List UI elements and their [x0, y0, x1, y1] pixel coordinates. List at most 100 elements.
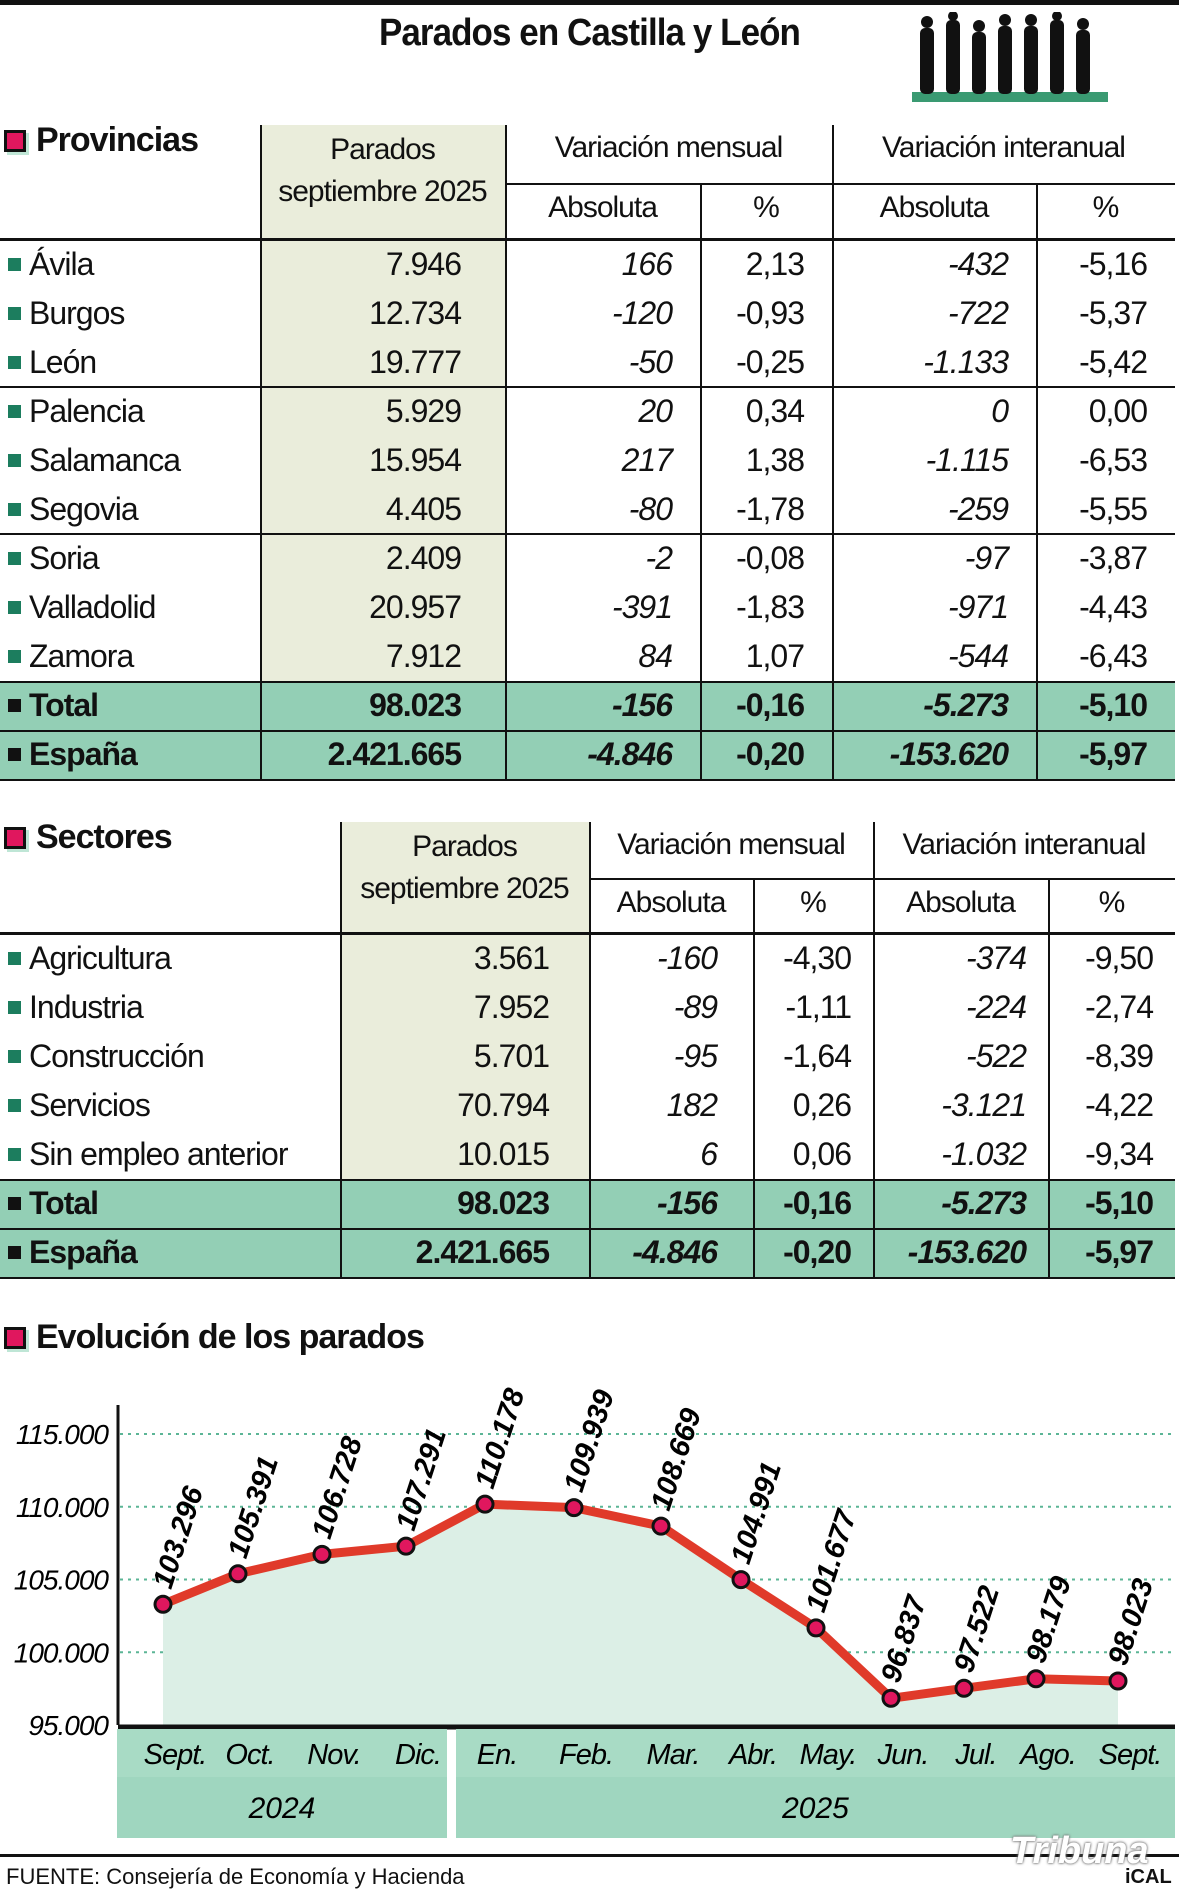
data-label: 109.939 — [558, 1386, 621, 1496]
var-mensual-abs: -95 — [673, 1038, 718, 1074]
bullet-square-icon — [8, 1197, 21, 1210]
var-mensual-abs: 20 — [638, 393, 673, 429]
header-parados: Parados — [412, 830, 518, 863]
var-interanual-abs: -374 — [965, 940, 1027, 976]
var-mensual-abs: 166 — [621, 246, 673, 282]
ical-logo: iCAL — [1125, 1866, 1172, 1888]
var-interanual-abs: -971 — [947, 589, 1009, 625]
var-mensual-abs: -120 — [611, 295, 673, 331]
parados-value: 15.954 — [369, 442, 462, 478]
parados-value: 4.405 — [385, 491, 462, 527]
header-parados: Parados — [330, 133, 436, 166]
year-band — [117, 1777, 447, 1838]
x-tick-label: Sept. — [144, 1739, 207, 1771]
header-variacion-mensual: Variación mensual — [554, 131, 784, 164]
source-note: FUENTE: Consejería de Economía y Haciend… — [6, 1864, 465, 1889]
x-tick-label: En. — [477, 1739, 518, 1771]
header-abs: Absoluta — [548, 190, 658, 224]
data-point — [312, 1544, 332, 1564]
section-square-icon — [4, 129, 26, 152]
data-label: 97.522 — [948, 1582, 1006, 1676]
var-interanual-pct: -9,34 — [1085, 1136, 1154, 1172]
page-title: Parados en Castilla y León — [378, 12, 801, 54]
month-band — [456, 1729, 1175, 1777]
var-interanual-pct: -3,87 — [1079, 540, 1148, 576]
section-title-text: Sectores — [36, 818, 173, 856]
header-variacion-mensual: Variación mensual — [617, 828, 846, 861]
data-label: 96.837 — [875, 1590, 933, 1686]
var-mensual-pct: -1,78 — [736, 491, 805, 527]
data-label: 98.179 — [1020, 1573, 1078, 1667]
var-interanual-abs: -5.273 — [923, 687, 1009, 723]
row-name: Valladolid — [29, 589, 156, 625]
header-pct: % — [753, 190, 780, 224]
row-name: Soria — [29, 540, 100, 576]
evolution-chart: 95.000 100.000 105.000 110.000 115.000 103.29… — [14, 1384, 1175, 1838]
header-pct: % — [1098, 886, 1126, 919]
parados-value: 20.957 — [369, 589, 462, 625]
var-mensual-abs: -156 — [611, 687, 673, 723]
row-label: Soria — [0, 534, 100, 583]
section-square-icon — [4, 1326, 26, 1349]
parados-value: 98.023 — [457, 1185, 550, 1221]
totals-rule — [0, 1179, 1175, 1181]
var-mensual-abs: -89 — [673, 989, 718, 1025]
row-name: Servicios — [29, 1087, 151, 1123]
var-mensual-pct: 0,26 — [792, 1087, 852, 1123]
bullet-square-icon — [8, 699, 21, 712]
bullet-square-icon — [8, 307, 21, 320]
header-divider — [589, 878, 1175, 880]
var-interanual-pct: -5,42 — [1079, 344, 1148, 380]
data-point — [396, 1536, 416, 1556]
header-variacion-interanual: Variación interanual — [902, 828, 1147, 861]
bullet-square-icon — [8, 952, 21, 965]
bullet-square-icon — [8, 552, 21, 565]
var-mensual-pct: -0,20 — [736, 736, 805, 772]
var-interanual-pct: -5,16 — [1079, 246, 1148, 282]
row-label: Segovia — [0, 485, 139, 534]
var-interanual-abs: -5.273 — [941, 1185, 1027, 1221]
var-mensual-pct: -1,11 — [785, 989, 852, 1025]
table-bottom-rule — [0, 1277, 1175, 1279]
header-parados-date: septiembre 2025 — [360, 872, 569, 905]
row-label: León — [0, 338, 97, 387]
bullet-square-icon — [8, 748, 21, 761]
parados-value: 2.421.665 — [415, 1234, 550, 1270]
section-title: Sectores — [4, 818, 173, 857]
var-mensual-abs: -156 — [656, 1185, 718, 1221]
parados-value: 98.023 — [369, 687, 462, 723]
bullet-square-icon — [8, 1099, 21, 1112]
var-interanual-pct: -4,22 — [1085, 1087, 1154, 1123]
row-label: Zamora — [0, 632, 134, 681]
column-divider — [340, 822, 342, 1277]
x-tick-label: Sept. — [1099, 1739, 1162, 1771]
row-name: Construcción — [29, 1038, 205, 1074]
row-label: Palencia — [0, 387, 145, 436]
row-label: Construcción — [0, 1032, 205, 1081]
y-tick-label: 100.000 — [14, 1637, 110, 1668]
header-abs: Absoluta — [906, 886, 1016, 919]
parados-column-bg — [340, 822, 589, 1179]
row-name: Segovia — [29, 491, 139, 527]
x-tick-label: Oct. — [225, 1739, 274, 1771]
data-label: 108.669 — [645, 1405, 708, 1515]
var-mensual-abs: -50 — [628, 344, 673, 380]
data-label: 103.296 — [147, 1482, 210, 1592]
bullet-square-icon — [8, 356, 21, 369]
var-mensual-abs: 6 — [700, 1136, 718, 1172]
bullet-square-icon — [8, 650, 21, 663]
row-label: Agricultura — [0, 934, 172, 983]
top-rule — [0, 0, 1179, 5]
bullet-square-icon — [8, 405, 21, 418]
people-silhouette-icon — [912, 12, 1108, 102]
total-row-label: España — [0, 730, 138, 779]
row-label: Servicios — [0, 1081, 151, 1130]
y-tick-label: 115.000 — [16, 1419, 110, 1450]
bullet-square-icon — [8, 258, 21, 271]
var-interanual-abs: 0 — [991, 393, 1009, 429]
tribuna-logo: Tribuna — [1010, 1830, 1149, 1872]
bullet-square-icon — [8, 1148, 21, 1161]
parados-value: 5.701 — [473, 1038, 550, 1074]
bullet-square-icon — [8, 454, 21, 467]
var-interanual-pct: -8,39 — [1085, 1038, 1154, 1074]
